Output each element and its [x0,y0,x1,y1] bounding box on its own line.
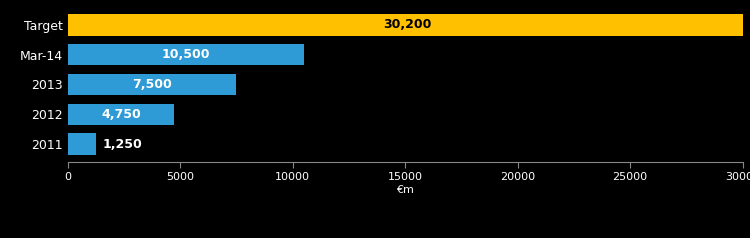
Text: 10,500: 10,500 [161,48,210,61]
Bar [68,74,236,95]
Bar [68,14,747,36]
Bar [68,104,174,125]
X-axis label: €m: €m [396,185,414,195]
Bar [68,133,96,155]
Text: 4,750: 4,750 [101,108,141,121]
Bar [68,44,304,65]
Text: 7,500: 7,500 [132,78,172,91]
Text: 1,250: 1,250 [102,138,142,151]
Text: 30,200: 30,200 [383,18,431,31]
